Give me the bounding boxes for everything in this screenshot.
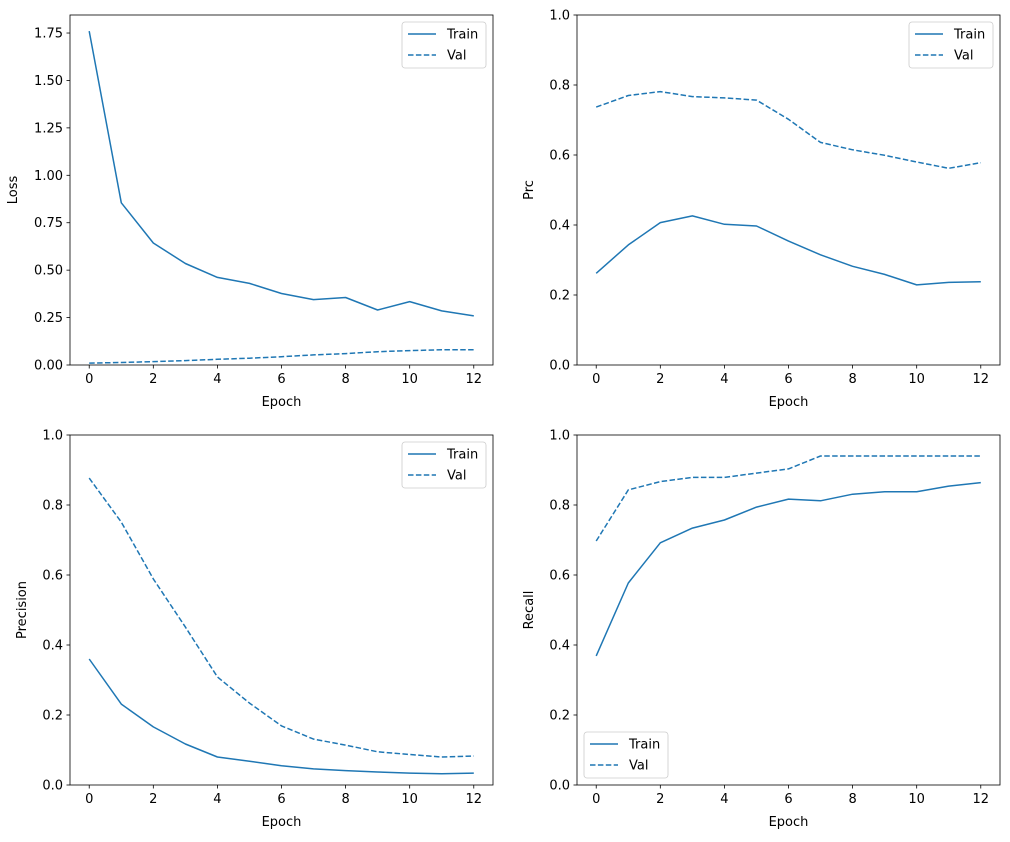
legend: Train Val — [908, 21, 994, 69]
x-tick-label: 2 — [656, 372, 664, 387]
series-line-val — [88, 477, 474, 758]
x-tick-label: 10 — [908, 372, 925, 387]
x-tick-label: 10 — [401, 372, 418, 387]
legend: Train Val — [401, 21, 487, 69]
legend-label-val: Val — [629, 759, 648, 774]
legend-label-train: Train — [953, 28, 985, 43]
y-tick-label: 0.2 — [42, 709, 63, 724]
x-tick-label: 6 — [784, 792, 792, 807]
legend-label-val: Val — [447, 49, 466, 64]
series-line-train — [595, 481, 981, 657]
x-tick-label: 8 — [341, 372, 349, 387]
y-tick-label: 0.6 — [42, 569, 63, 584]
x-tick-label: 8 — [848, 792, 856, 807]
y-tick-label: 0.0 — [549, 359, 570, 374]
y-tick-label: 1.50 — [34, 74, 63, 89]
x-tick-label: 4 — [213, 792, 221, 807]
subplot-prc: 0 2 4 6 8 10 12 0.0 0.2 0.4 0.6 0.8 1.0 Epoch Prc Train… — [522, 9, 1001, 410]
x-tick-label: 10 — [908, 792, 925, 807]
legend-label-train: Train — [446, 448, 478, 463]
y-tick-label: 0.25 — [34, 311, 63, 326]
y-tick-label: 0.8 — [549, 79, 570, 94]
x-tick-label: 0 — [592, 372, 600, 387]
y-tick-label: 0.0 — [549, 779, 570, 794]
x-tick-label: 10 — [401, 792, 418, 807]
y-tick-label: 1.75 — [34, 27, 63, 42]
series-line-val — [595, 455, 981, 542]
y-tick-label: 0.0 — [42, 779, 63, 794]
y-axis-label: Loss — [6, 176, 21, 205]
x-tick-label: 12 — [972, 372, 989, 387]
subplot-precision: 0 2 4 6 8 10 12 0.0 0.2 0.4 0.6 0.8 1.0 Epoch Precisio… — [15, 429, 494, 830]
y-tick-label: 1.25 — [34, 121, 63, 136]
x-tick-label: 0 — [85, 372, 93, 387]
legend-label-train: Train — [628, 738, 660, 753]
x-tick-label: 6 — [784, 372, 792, 387]
x-tick-label: 0 — [85, 792, 93, 807]
y-tick-label: 0.4 — [42, 639, 63, 654]
y-tick-label: 1.0 — [42, 429, 63, 444]
y-tick-label: 0.6 — [549, 149, 570, 164]
series-line-train — [88, 658, 474, 775]
y-tick-label: 0.2 — [549, 709, 570, 724]
x-axis-label: Epoch — [262, 815, 302, 830]
legend-label-val: Val — [447, 469, 466, 484]
series-line-train — [595, 215, 981, 286]
y-tick-label: 0.8 — [42, 499, 63, 514]
subplot-loss: 0 2 4 6 8 10 12 0.00 0.25 0.50 0.75 1.00 1.25 1.50 1.7… — [6, 14, 494, 410]
y-tick-label: 0.8 — [549, 499, 570, 514]
y-tick-label: 1.0 — [549, 429, 570, 444]
y-tick-label: 0.4 — [549, 639, 570, 654]
x-tick-label: 4 — [720, 372, 728, 387]
x-tick-label: 2 — [149, 372, 157, 387]
legend-label-train: Train — [446, 28, 478, 43]
y-tick-label: 0.00 — [34, 359, 63, 374]
y-tick-label: 0.6 — [549, 569, 570, 584]
x-tick-label: 2 — [656, 792, 664, 807]
x-tick-label: 8 — [848, 372, 856, 387]
legend: Train Val — [583, 731, 669, 779]
series-line-val — [595, 90, 981, 170]
x-tick-label: 0 — [592, 792, 600, 807]
subplot-recall: 0 2 4 6 8 10 12 0.0 0.2 0.4 0.6 0.8 1.0 Epoch Recall Tr… — [522, 429, 1001, 830]
x-tick-label: 6 — [277, 372, 285, 387]
series-line-val — [89, 349, 474, 364]
y-tick-label: 0.50 — [34, 264, 63, 279]
x-tick-label: 12 — [972, 792, 989, 807]
legend-label-val: Val — [954, 49, 973, 64]
y-axis-label: Recall — [522, 591, 537, 630]
x-axis-label: Epoch — [769, 815, 809, 830]
x-tick-label: 12 — [465, 372, 482, 387]
x-axis-label: Epoch — [262, 395, 302, 410]
x-tick-label: 4 — [720, 792, 728, 807]
x-tick-label: 6 — [277, 792, 285, 807]
y-tick-label: 1.0 — [549, 9, 570, 24]
y-axis-label: Precision — [15, 581, 30, 639]
x-axis-label: Epoch — [769, 395, 809, 410]
x-tick-label: 2 — [149, 792, 157, 807]
x-tick-label: 8 — [341, 792, 349, 807]
y-axis-label: Prc — [522, 180, 537, 200]
series-line-train — [88, 30, 474, 317]
legend: Train Val — [401, 441, 487, 489]
y-tick-label: 0.75 — [34, 216, 63, 231]
y-tick-label: 1.00 — [34, 169, 63, 184]
y-tick-label: 0.4 — [549, 219, 570, 234]
y-tick-label: 0.2 — [549, 289, 570, 304]
x-tick-label: 4 — [213, 372, 221, 387]
x-tick-label: 12 — [465, 792, 482, 807]
